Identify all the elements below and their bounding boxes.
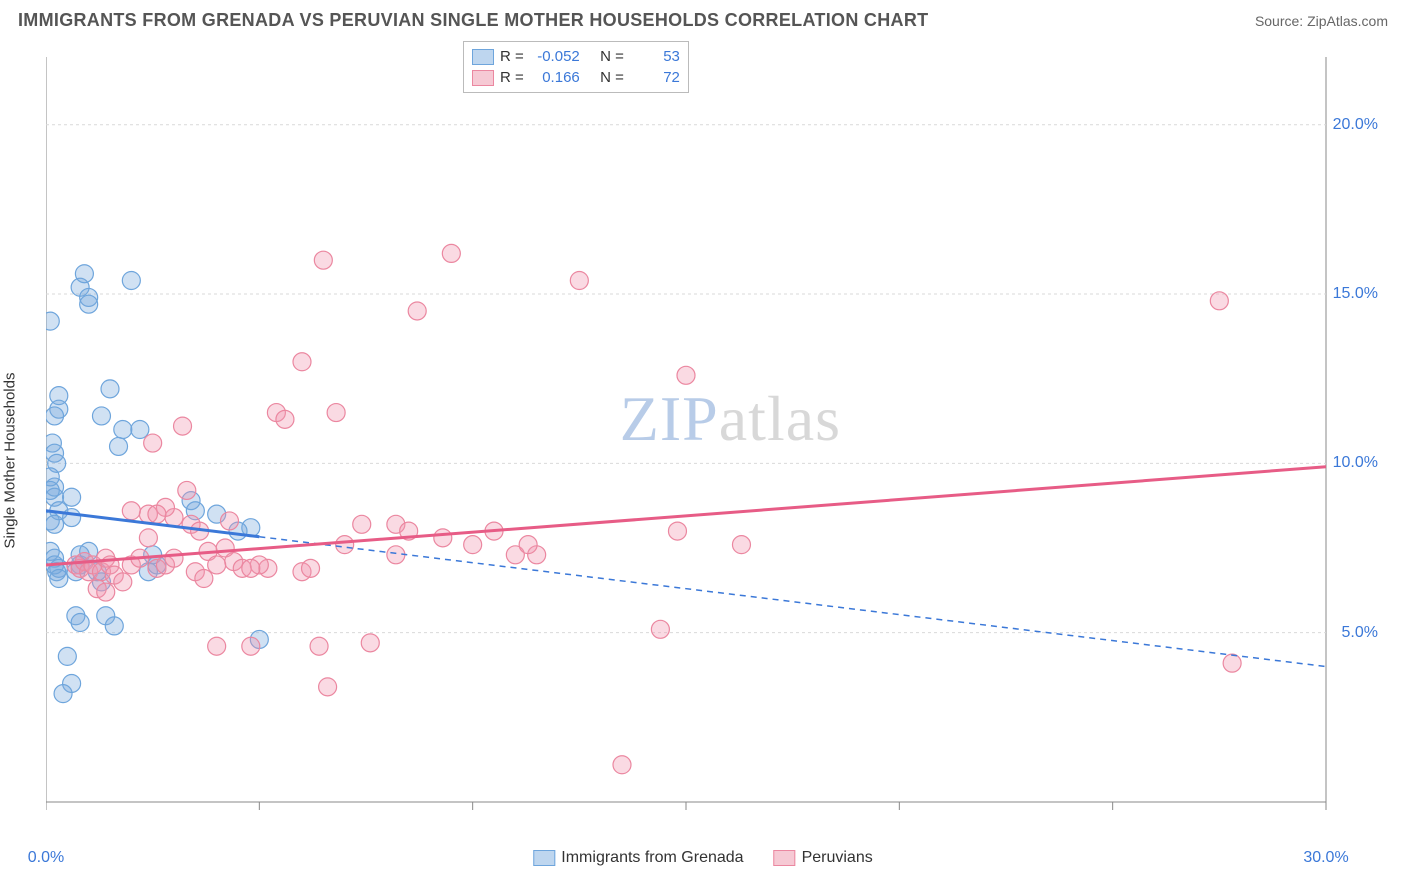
scatter-plot bbox=[46, 37, 1366, 827]
stats-legend-box: R = -0.052 N = 53 R = 0.166 N = 72 bbox=[463, 41, 689, 93]
stats-row-blue: R = -0.052 N = 53 bbox=[472, 46, 680, 67]
source-credit: Source: ZipAtlas.com bbox=[1255, 13, 1388, 29]
stats-n-label: N = bbox=[600, 46, 624, 67]
stats-swatch-blue bbox=[472, 49, 494, 65]
chart-header: IMMIGRANTS FROM GRENADA VS PERUVIAN SING… bbox=[0, 0, 1406, 37]
stats-r-label: R = bbox=[500, 46, 524, 67]
y-axis-label: Single Mother Households bbox=[2, 373, 19, 549]
y-tick-label: 20.0% bbox=[1333, 116, 1378, 134]
y-tick-label: 5.0% bbox=[1342, 624, 1378, 642]
stats-r-label: R = bbox=[500, 67, 524, 88]
legend-item-blue: Immigrants from Grenada bbox=[533, 849, 743, 867]
series-legend: Immigrants from Grenada Peruvians bbox=[533, 849, 872, 867]
stats-n-label: N = bbox=[600, 67, 624, 88]
stats-r-value: -0.052 bbox=[530, 46, 580, 67]
source-label: Source: bbox=[1255, 13, 1303, 29]
y-tick-label: 15.0% bbox=[1333, 285, 1378, 303]
stats-swatch-pink bbox=[472, 70, 494, 86]
legend-label-blue: Immigrants from Grenada bbox=[561, 849, 743, 867]
x-tick-label: 30.0% bbox=[1303, 849, 1348, 867]
legend-swatch-pink bbox=[774, 850, 796, 866]
legend-label-pink: Peruvians bbox=[802, 849, 873, 867]
y-tick-label: 10.0% bbox=[1333, 454, 1378, 472]
stats-n-value: 53 bbox=[630, 46, 680, 67]
stats-row-pink: R = 0.166 N = 72 bbox=[472, 67, 680, 88]
legend-item-pink: Peruvians bbox=[774, 849, 873, 867]
source-link[interactable]: ZipAtlas.com bbox=[1307, 13, 1388, 29]
chart-container: Single Mother Households ZIPatlas R = -0… bbox=[18, 37, 1388, 867]
x-tick-label: 0.0% bbox=[28, 849, 64, 867]
legend-swatch-blue bbox=[533, 850, 555, 866]
chart-title: IMMIGRANTS FROM GRENADA VS PERUVIAN SING… bbox=[18, 10, 928, 31]
stats-n-value: 72 bbox=[630, 67, 680, 88]
stats-r-value: 0.166 bbox=[530, 67, 580, 88]
